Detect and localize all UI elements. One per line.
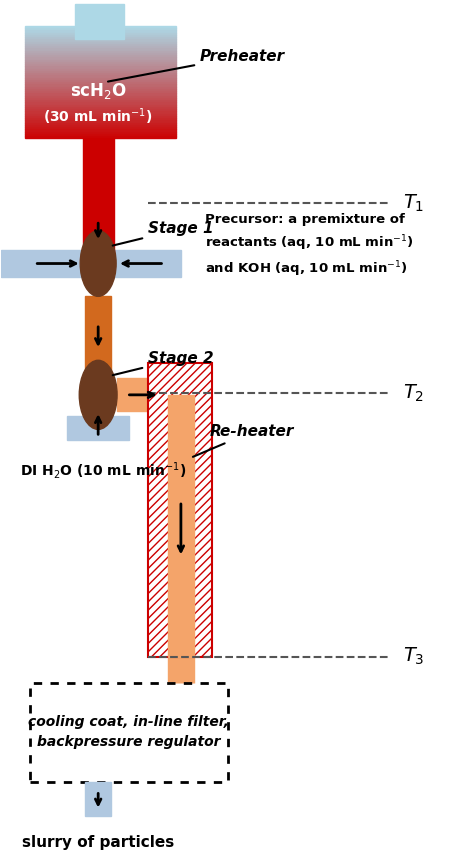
Bar [168, 395, 194, 657]
Bar [168, 657, 194, 717]
Bar [25, 86, 176, 89]
Bar [25, 136, 176, 138]
Text: $T_3$: $T_3$ [403, 646, 425, 667]
Bar [25, 91, 176, 93]
Text: Stage 1: Stage 1 [113, 221, 213, 245]
Bar [25, 48, 176, 51]
Bar [25, 29, 176, 30]
Text: slurry of particles: slurry of particles [22, 835, 174, 850]
Bar [25, 73, 176, 75]
Bar [25, 98, 176, 100]
Text: $T_2$: $T_2$ [403, 383, 424, 403]
Bar [25, 41, 176, 44]
Bar [25, 57, 176, 60]
Bar [25, 62, 176, 64]
Bar [85, 782, 111, 816]
Text: $T_1$: $T_1$ [403, 193, 424, 213]
Bar [25, 53, 176, 55]
Bar [25, 102, 176, 105]
Bar [83, 138, 114, 259]
Bar [1, 250, 181, 277]
Bar [25, 127, 176, 130]
Text: Precursor: a premixture of
reactants (aq, 10 mL min$^{-1}$)
and KOH (aq, 10 mL m: Precursor: a premixture of reactants (aq… [205, 213, 413, 279]
Bar [117, 378, 181, 411]
Bar [25, 78, 176, 79]
Bar [25, 37, 176, 40]
Bar [25, 130, 176, 131]
Bar [25, 75, 176, 78]
Bar [25, 120, 176, 123]
Bar [25, 89, 176, 91]
Bar [25, 26, 176, 29]
Bar [25, 111, 176, 113]
Text: DI H$_2$O (10 mL min$^{-1}$): DI H$_2$O (10 mL min$^{-1}$) [20, 461, 186, 481]
Bar [25, 44, 176, 46]
Bar [25, 30, 176, 33]
Bar [25, 124, 176, 127]
Bar [25, 67, 176, 68]
Text: cooling coat, in-line filter,
backpressure regulator: cooling coat, in-line filter, backpressu… [28, 715, 229, 748]
Bar [176, 395, 199, 428]
Bar [25, 100, 176, 102]
Bar [25, 131, 176, 134]
Bar [25, 85, 176, 86]
Bar [25, 64, 176, 67]
Text: Preheater: Preheater [108, 48, 285, 81]
Bar [25, 51, 176, 53]
Bar [25, 35, 176, 37]
Bar [25, 116, 176, 118]
Bar [74, 4, 124, 39]
Circle shape [80, 231, 116, 296]
Circle shape [79, 360, 117, 429]
FancyBboxPatch shape [29, 683, 228, 782]
Bar [148, 363, 211, 657]
Bar [25, 68, 176, 71]
Bar [25, 46, 176, 48]
Text: Re-heater: Re-heater [193, 424, 293, 457]
Bar [25, 82, 176, 85]
Bar [25, 113, 176, 116]
Bar [25, 96, 176, 98]
Bar [25, 33, 176, 35]
Bar [25, 134, 176, 136]
Bar [25, 123, 176, 124]
Bar [25, 55, 176, 57]
Bar [25, 107, 176, 109]
Bar [25, 71, 176, 73]
Bar [25, 60, 176, 62]
Bar [25, 79, 176, 82]
Text: scH$_2$O: scH$_2$O [70, 80, 127, 101]
Text: Stage 2: Stage 2 [113, 351, 213, 375]
Bar [25, 93, 176, 96]
Bar [25, 40, 176, 41]
Bar [67, 416, 129, 440]
Bar [25, 105, 176, 107]
Bar [85, 296, 111, 384]
Bar [25, 109, 176, 111]
Bar [25, 118, 176, 120]
Text: (30 mL min$^{-1}$): (30 mL min$^{-1}$) [43, 106, 153, 127]
